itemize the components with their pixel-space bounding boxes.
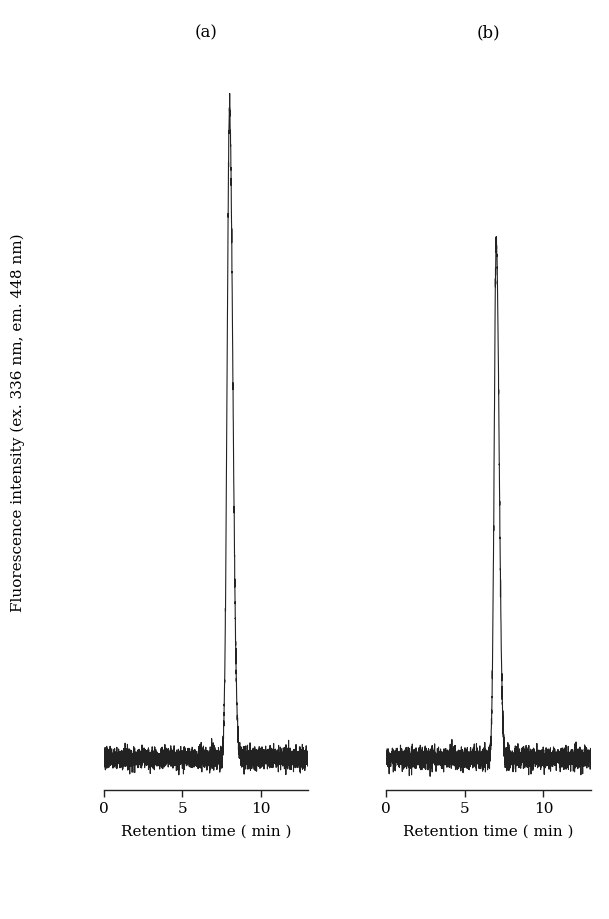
X-axis label: Retention time ( min ): Retention time ( min ) — [403, 824, 574, 838]
Title: (a): (a) — [194, 25, 217, 41]
Text: Fluorescence intensity (ex. 336 nm, em. 448 nm): Fluorescence intensity (ex. 336 nm, em. … — [11, 233, 26, 612]
X-axis label: Retention time ( min ): Retention time ( min ) — [121, 824, 291, 838]
Title: (b): (b) — [477, 25, 500, 41]
